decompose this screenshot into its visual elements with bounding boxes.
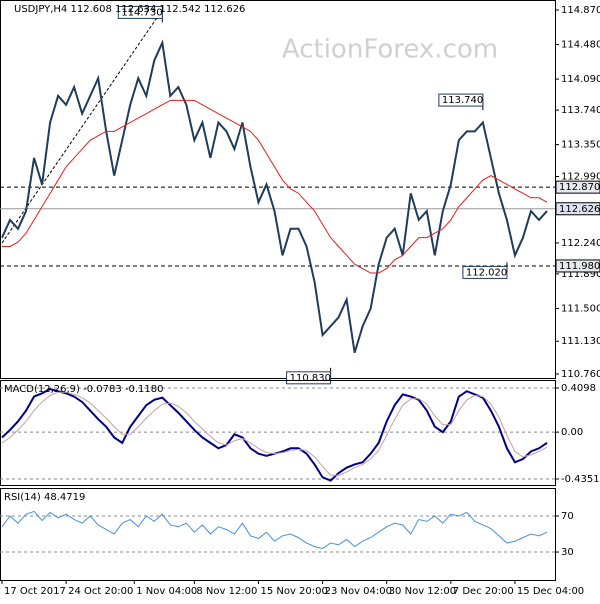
y-tick-label: 111.890: [561, 269, 600, 280]
x-tick-label: 1 Nov 04:00: [136, 586, 197, 597]
panel-frame: [0, 488, 556, 581]
level-label-box: [555, 180, 600, 194]
y-tick-label: -0.4351: [561, 474, 600, 485]
trend-line: [1, 9, 163, 244]
x-tick-label: 8 Nov 12:00: [196, 586, 257, 597]
y-tick-label: 112.240: [561, 238, 600, 249]
panel-frame: [0, 380, 556, 486]
y-tick-label: 70: [561, 511, 574, 522]
y-tick-label: 113.350: [561, 140, 600, 151]
x-tick-label: 15 Dec 04:00: [517, 586, 584, 597]
annotation-box: [438, 93, 484, 107]
panel-title: RSI(14) 48.4719: [4, 492, 85, 503]
y-tick-label: 112.990: [561, 172, 600, 183]
annotation-label: 110.830: [290, 373, 331, 384]
annotation-box: [462, 265, 508, 279]
x-tick-label: 24 Oct 20:00: [68, 586, 133, 597]
annotation-label: 113.740: [442, 95, 483, 106]
level-label: 112.870: [559, 182, 600, 193]
level-label-box: [555, 259, 600, 273]
series-line: [2, 99, 548, 274]
y-tick-label: 114.480: [561, 40, 600, 51]
y-tick-label: 113.740: [561, 105, 600, 116]
y-tick-label: 110.760: [561, 369, 600, 380]
annotation-label: 114.730: [121, 7, 162, 18]
x-tick-label: 23 Nov 04:00: [325, 586, 392, 597]
x-tick-label: 17 Oct 2017: [4, 586, 66, 597]
series-line: [1, 391, 548, 476]
annotation-box: [117, 5, 163, 19]
watermark: ActionForex.com: [282, 35, 498, 65]
y-tick-label: 30: [561, 547, 574, 558]
panel-title: MACD(12,26,9) -0.0783 -0.1180: [4, 384, 164, 395]
x-tick-label: 7 Dec 20:00: [453, 586, 514, 597]
series-line: [1, 39, 548, 354]
annotation-label: 112.020: [466, 267, 507, 278]
level-label: 111.980: [559, 261, 600, 272]
level-label-box: [555, 202, 600, 216]
y-tick-label: 0.00: [561, 427, 583, 438]
y-tick-label: 114.090: [561, 74, 600, 85]
y-tick-label: 111.500: [561, 303, 600, 314]
y-tick-label: 111.130: [561, 336, 600, 347]
series-line: [1, 510, 548, 549]
x-tick-label: 15 Nov 20:00: [260, 586, 327, 597]
level-label: 112.626: [559, 204, 600, 215]
y-tick-label: 0.4098: [561, 383, 596, 394]
panel-title: USDJPY,H4 112.608 112.634 112.542 112.62…: [14, 4, 245, 15]
x-tick-label: 30 Nov 12:00: [389, 586, 456, 597]
y-tick-label: 114.870: [561, 5, 600, 16]
